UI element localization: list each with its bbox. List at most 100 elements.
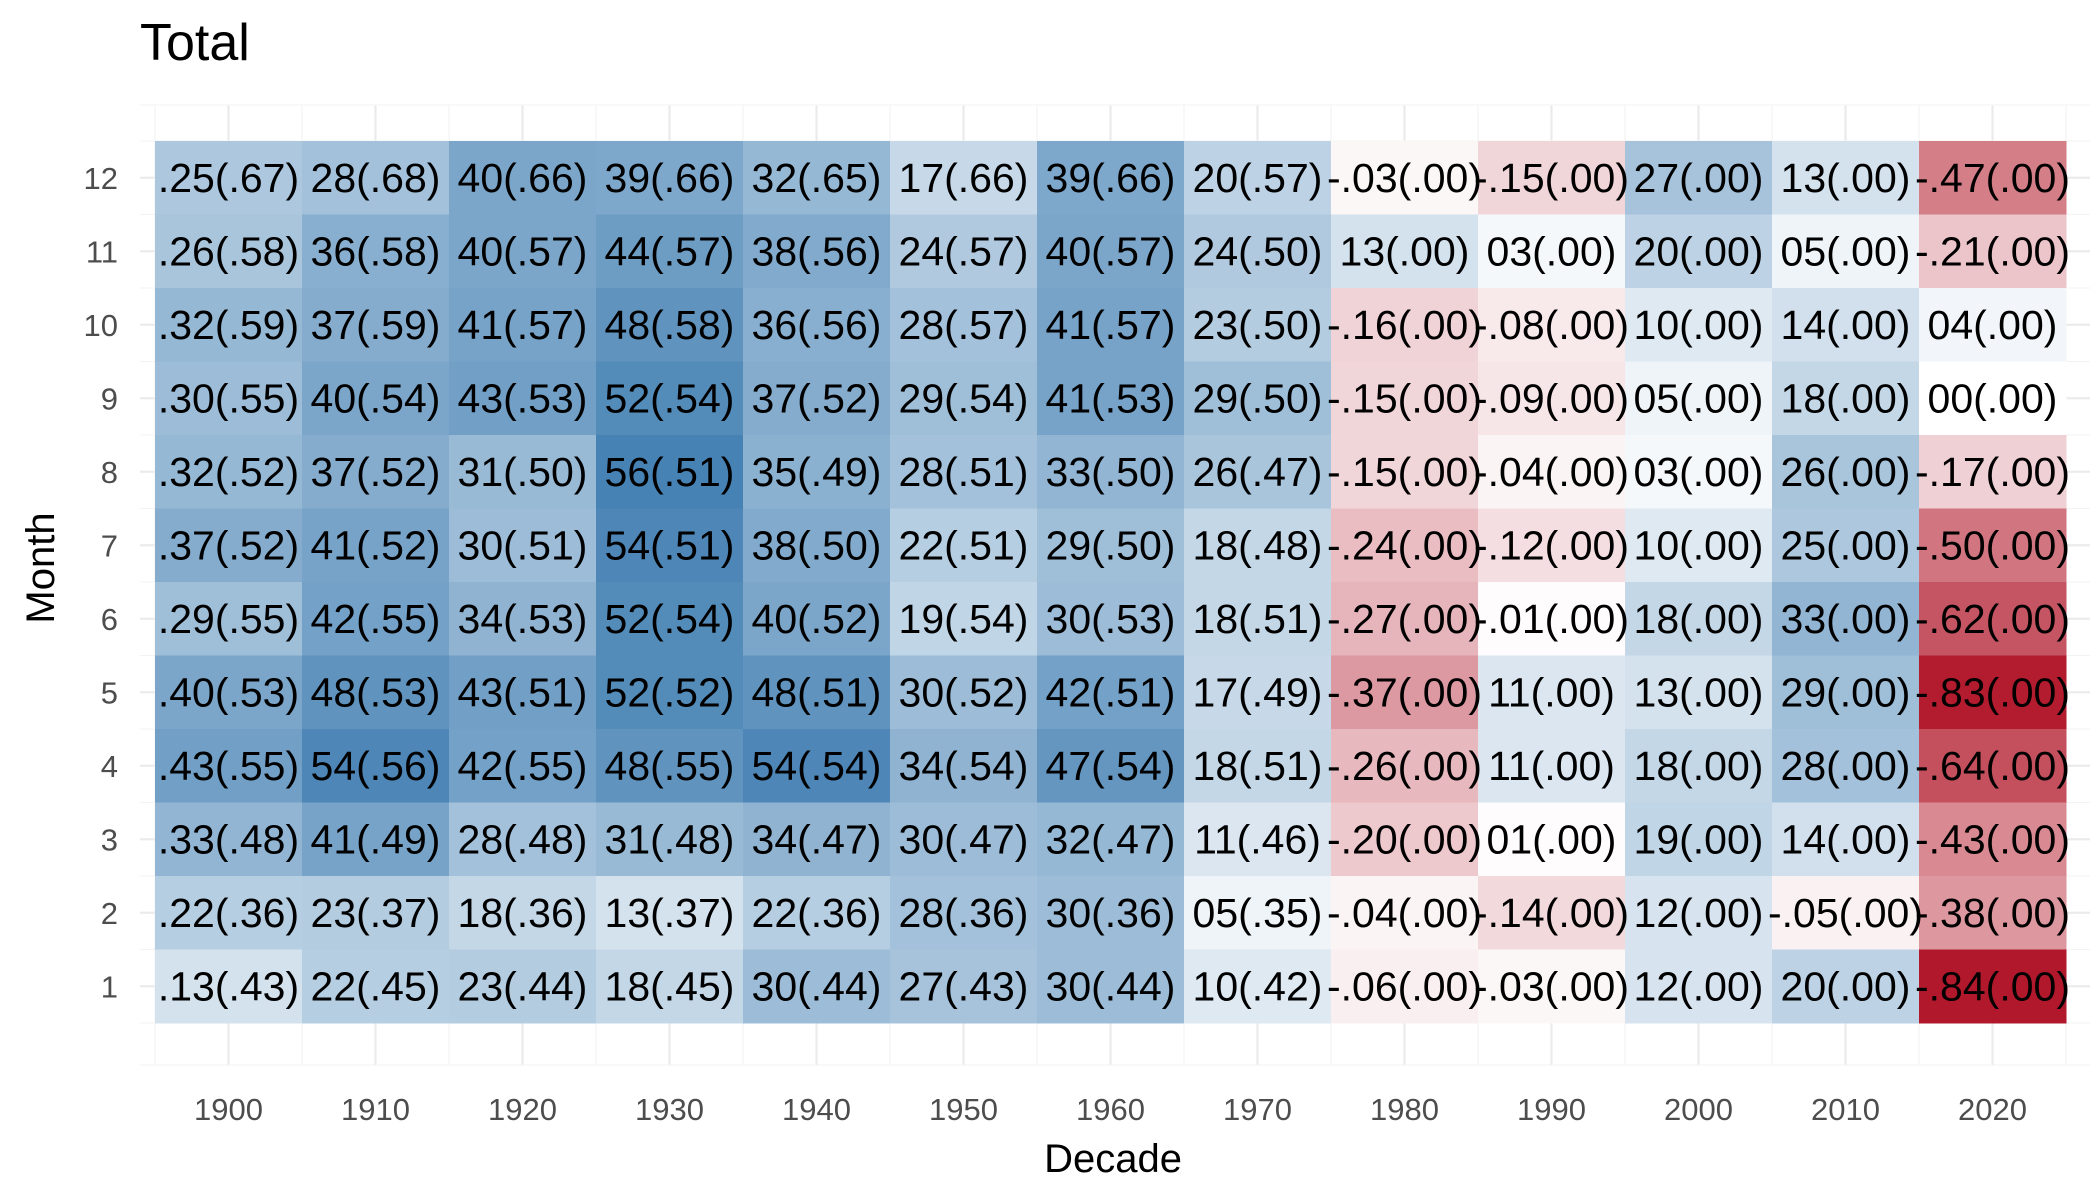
heatmap-cell [743, 361, 891, 436]
heatmap-cell [1331, 508, 1479, 583]
heatmap-cell [1478, 435, 1626, 509]
heatmap-cell [1478, 582, 1626, 656]
heatmap-cell [890, 802, 1038, 877]
heatmap-cell [449, 655, 597, 730]
heatmap-cell [155, 288, 303, 362]
cell-label: -.27(.00) [1327, 596, 1482, 642]
heatmap-cell [596, 361, 744, 436]
y-tick-label: 4 [101, 749, 118, 784]
x-tick-label: 1970 [1223, 1092, 1292, 1127]
heatmap-cell [1184, 655, 1332, 730]
cell-label: 20(.00) [1781, 963, 1911, 1009]
cell-label: 37(.59) [311, 302, 441, 348]
heatmap-cell [743, 214, 891, 289]
chart-title: Total [140, 14, 250, 72]
cell-label: 32(.65) [752, 155, 882, 201]
heatmap-cell [1331, 288, 1479, 362]
cell-label: 30(.52) [899, 669, 1029, 715]
cell-label: 29(.50) [1046, 522, 1176, 568]
heatmap-cell [743, 949, 891, 1024]
heatmap-cell [1772, 582, 1920, 656]
cell-label: 17(.49) [1193, 669, 1323, 715]
heatmap-cells [155, 141, 2067, 1024]
heatmap-cell [1625, 949, 1773, 1024]
heatmap-cell [449, 214, 597, 289]
heatmap-cell [1919, 802, 2067, 877]
heatmap-cell [1184, 508, 1332, 583]
x-axis-ticks: 1900 1910 1920 1930 1940 1950 1960 1970 1980 1990… [194, 1092, 2027, 1127]
cell-label: 13(.37) [605, 890, 735, 936]
heatmap-cell [596, 655, 744, 730]
heatmap-cell [1331, 435, 1479, 509]
cell-label: 36(.58) [311, 228, 441, 274]
cell-label: 17(.66) [899, 155, 1029, 201]
heatmap-cell [302, 361, 450, 436]
heatmap-cell [1625, 876, 1773, 950]
heatmap-cell [890, 949, 1038, 1024]
cell-label: -.04(.00) [1474, 449, 1629, 495]
heatmap-cell [1772, 214, 1920, 289]
heatmap-cell [890, 288, 1038, 362]
cell-label: 31(.50) [458, 449, 588, 495]
heatmap-cell [302, 655, 450, 730]
heatmap-cell [302, 582, 450, 656]
heatmap-cell [1037, 802, 1185, 877]
cell-label: 34(.47) [752, 816, 882, 862]
y-tick-label: 11 [86, 234, 118, 269]
heatmap-cell [155, 508, 303, 583]
cell-label: 28(.48) [458, 816, 588, 862]
y-tick-label: 3 [101, 822, 118, 857]
cell-label: 28(.68) [311, 155, 441, 201]
cell-label: 36(.56) [752, 302, 882, 348]
cell-label: 52(.54) [605, 596, 735, 642]
cell-label: 43(.51) [458, 669, 588, 715]
cell-label: 41(.57) [458, 302, 588, 348]
cell-label: .22(.36) [158, 890, 299, 936]
cell-label: -.08(.00) [1474, 302, 1629, 348]
heatmap-cell [1919, 582, 2067, 656]
heatmap-cell [302, 802, 450, 877]
heatmap-cell [743, 729, 891, 803]
cell-label: 52(.54) [605, 375, 735, 421]
y-tick-label: 9 [101, 381, 118, 416]
heatmap-cell [1184, 802, 1332, 877]
cell-label: 20(.57) [1193, 155, 1323, 201]
heatmap-cell [1625, 141, 1773, 215]
x-tick-label: 1910 [341, 1092, 410, 1127]
cell-label: 30(.51) [458, 522, 588, 568]
heatmap-cell [1478, 141, 1626, 215]
heatmap-cell [596, 876, 744, 950]
heatmap-cell [1184, 361, 1332, 436]
cell-label: 01(.00) [1487, 816, 1617, 862]
cell-label: -.16(.00) [1327, 302, 1482, 348]
cell-label: 18(.00) [1634, 743, 1764, 789]
cell-label: -.15(.00) [1327, 375, 1482, 421]
cell-label: 37(.52) [311, 449, 441, 495]
cell-label: .37(.52) [158, 522, 299, 568]
cell-label: 54(.56) [311, 743, 441, 789]
x-tick-label: 1900 [194, 1092, 263, 1127]
x-tick-label: 1950 [929, 1092, 998, 1127]
heatmap-cell [1625, 729, 1773, 803]
x-tick-label: 1990 [1517, 1092, 1586, 1127]
heatmap-cell [1919, 729, 2067, 803]
heatmap-cell [1919, 655, 2067, 730]
heatmap-cell [1184, 288, 1332, 362]
heatmap-cell [743, 508, 891, 583]
heatmap-cell [1478, 949, 1626, 1024]
cell-label: 28(.00) [1781, 743, 1911, 789]
x-axis-title: Decade [1044, 1137, 1182, 1181]
heatmap-cell [1037, 655, 1185, 730]
heatmap-cell [449, 729, 597, 803]
cell-label: -.20(.00) [1327, 816, 1482, 862]
heatmap-cell [1919, 435, 2067, 509]
cell-label: 04(.00) [1928, 302, 2058, 348]
cell-label: -.64(.00) [1915, 743, 2070, 789]
x-tick-label: 1930 [635, 1092, 704, 1127]
cell-label: 48(.58) [605, 302, 735, 348]
y-tick-label: 2 [101, 896, 118, 931]
cell-labels: .25(.67) 28(.68) 40(.66) 39(.66) 32(.65) 17(.… [158, 155, 2070, 1010]
heatmap-cell [890, 582, 1038, 656]
cell-label: .13(.43) [158, 963, 299, 1009]
heatmap-cell [1478, 876, 1626, 950]
